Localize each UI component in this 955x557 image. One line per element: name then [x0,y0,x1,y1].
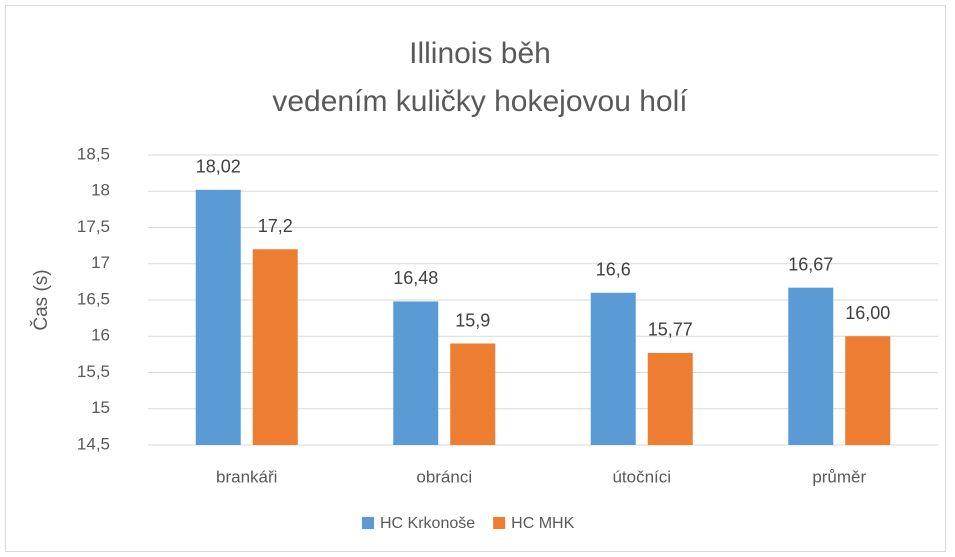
y-tick-label: 14,5 [77,434,110,453]
value-label: 16,00 [845,303,890,323]
value-label: 15,77 [648,320,693,340]
value-label: 17,2 [258,216,293,236]
y-tick-label: 15,5 [77,362,110,381]
y-tick-label: 15 [91,398,110,417]
y-tick-label: 17 [91,253,110,272]
y-tick-label: 17,5 [77,217,110,236]
value-label: 18,02 [196,157,241,177]
bar [195,189,241,445]
value-label: 16,67 [788,254,833,274]
bar [647,352,693,445]
legend-label: HC Krkonoše [380,515,475,532]
x-tick-label: obránci [416,467,472,486]
x-tick-label: brankáři [216,467,277,486]
bar [252,249,298,445]
value-label: 16,48 [393,268,438,288]
legend-swatch [362,517,374,529]
bar [590,292,636,445]
value-label: 15,9 [455,310,490,330]
y-tick-label: 18 [91,181,110,200]
bar [845,336,891,445]
chart-border [5,5,946,552]
value-label: 16,6 [596,260,631,280]
legend-label: HC MHK [511,515,574,532]
bar [393,301,439,445]
bar [788,287,834,445]
y-tick-label: 16,5 [77,289,110,308]
bar [450,343,496,445]
chart-title: vedením kuličky hokejovou holí [272,85,688,118]
y-tick-label: 16 [91,326,110,345]
y-tick-label: 18,5 [77,144,110,163]
x-tick-label: průměr [812,467,866,486]
legend-swatch [493,517,506,529]
x-tick-label: útočníci [612,467,671,486]
y-axis-label: Čas (s) [30,269,52,330]
chart-title: Illinois běh [409,37,551,70]
